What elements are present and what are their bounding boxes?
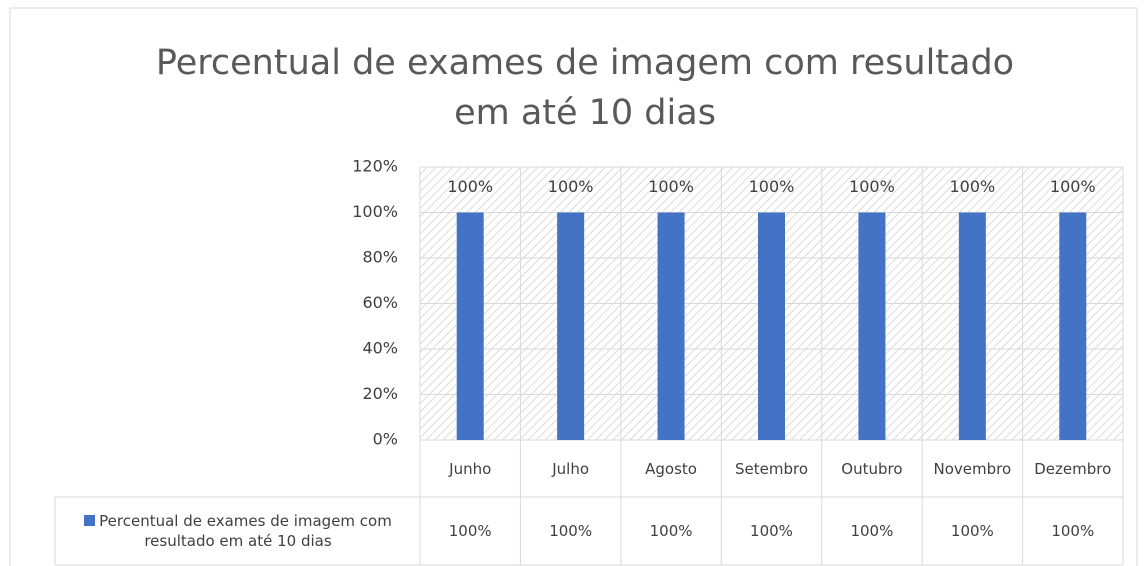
x-tick-label: Outubro xyxy=(841,459,903,478)
y-tick-label: 60% xyxy=(362,293,398,312)
table-value: 100% xyxy=(1051,522,1095,540)
chart-title: Percentual de exames de imagem com resul… xyxy=(155,43,1015,133)
y-tick-label: 120% xyxy=(352,157,398,176)
x-tick-label: Junho xyxy=(449,459,492,478)
table-value: 100% xyxy=(448,522,492,540)
chart-border xyxy=(9,7,1138,566)
data-label: 100% xyxy=(849,177,895,196)
bar xyxy=(858,212,886,440)
legend-entry: Percentual de exames de imagem com resul… xyxy=(58,498,418,564)
table-value: 100% xyxy=(750,522,793,540)
legend-text: Percentual de exames de imagem com resul… xyxy=(58,511,418,551)
bar xyxy=(557,212,585,440)
x-tick-label: Julho xyxy=(552,459,590,478)
data-label: 100% xyxy=(648,177,694,196)
legend-swatch xyxy=(84,515,96,526)
table-value: 100% xyxy=(549,522,593,540)
x-tick-label: Novembro xyxy=(933,459,1012,478)
x-tick-label: Agosto xyxy=(645,459,697,478)
bar xyxy=(1059,212,1087,440)
table-value: 100% xyxy=(850,522,894,540)
table-value: 100% xyxy=(950,522,994,540)
data-label: 100% xyxy=(749,177,795,196)
y-tick-label: 80% xyxy=(362,248,398,267)
y-tick-label: 0% xyxy=(373,430,398,449)
table-value: 100% xyxy=(649,522,693,540)
y-tick-label: 20% xyxy=(362,384,398,403)
x-tick-label: Dezembro xyxy=(1034,459,1112,478)
bar xyxy=(958,212,986,440)
bar xyxy=(456,212,484,440)
y-tick-label: 40% xyxy=(362,339,398,358)
data-label: 100% xyxy=(1050,177,1096,196)
y-tick-label: 100% xyxy=(352,202,398,221)
legend-label: Percentual de exames de imagem com resul… xyxy=(99,512,392,550)
bar xyxy=(758,212,785,440)
data-label: 100% xyxy=(447,177,493,196)
x-tick-label: Setembro xyxy=(734,459,808,478)
data-label: 100% xyxy=(949,177,995,196)
bar xyxy=(657,212,685,440)
data-label: 100% xyxy=(548,177,594,196)
